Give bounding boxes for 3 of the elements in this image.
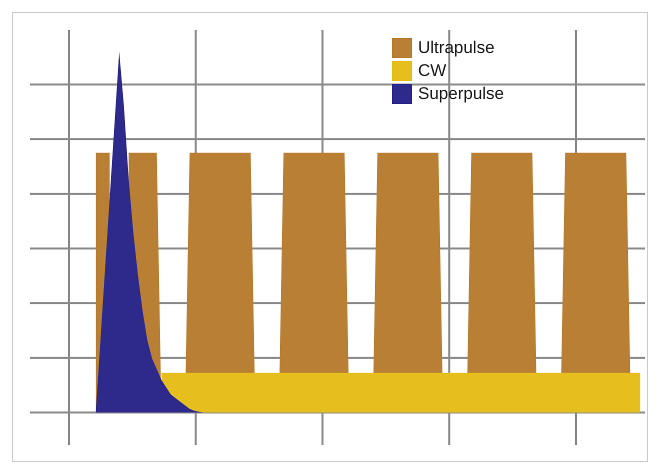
legend-label: CW: [418, 60, 446, 80]
legend-label: Superpulse: [418, 84, 504, 104]
legend-label: Ultrapulse: [418, 38, 495, 58]
